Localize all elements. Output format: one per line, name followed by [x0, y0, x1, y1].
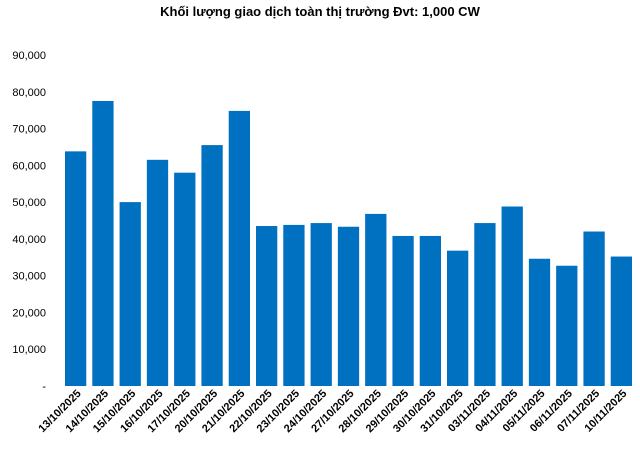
bar: [310, 223, 332, 386]
bar: [528, 258, 551, 386]
y-tick-label: 50,000: [12, 197, 46, 209]
y-tick-label: 40,000: [12, 234, 46, 246]
y-tick-label: 10,000: [12, 344, 46, 356]
bar: [392, 235, 414, 386]
y-tick-label: 20,000: [12, 307, 46, 319]
chart-title: Khối lượng giao dịch toàn thị trường Đvt…: [160, 4, 480, 19]
bar: [501, 206, 523, 386]
bar: [283, 224, 305, 386]
bar: [365, 213, 387, 386]
bar: [92, 100, 114, 386]
y-tick-label: 80,000: [12, 87, 46, 99]
y-tick-label: 60,000: [12, 160, 46, 172]
y-tick-label: -: [42, 381, 46, 393]
y-tick-label: 90,000: [12, 50, 46, 62]
bar: [256, 226, 278, 386]
bars: [65, 100, 632, 387]
bar: [174, 172, 196, 386]
x-axis-labels: 13/10/202514/10/202515/10/202516/10/2025…: [36, 388, 629, 435]
y-axis-labels: - 10,000 20,000 30,000 40,000 50,000 60,000 70,…: [12, 50, 46, 393]
bar: [556, 265, 578, 386]
bar: [583, 231, 605, 386]
bar: [474, 223, 496, 386]
y-tick-label: 70,000: [12, 124, 46, 136]
y-tick-label: 30,000: [12, 271, 46, 283]
bar: [146, 159, 169, 386]
bar: [610, 256, 632, 386]
bar: [65, 151, 87, 386]
bar: [337, 226, 360, 386]
bar: [447, 250, 469, 386]
bar: [201, 145, 223, 386]
bar: [119, 202, 141, 386]
bar: [419, 235, 441, 386]
bar: [228, 110, 250, 387]
